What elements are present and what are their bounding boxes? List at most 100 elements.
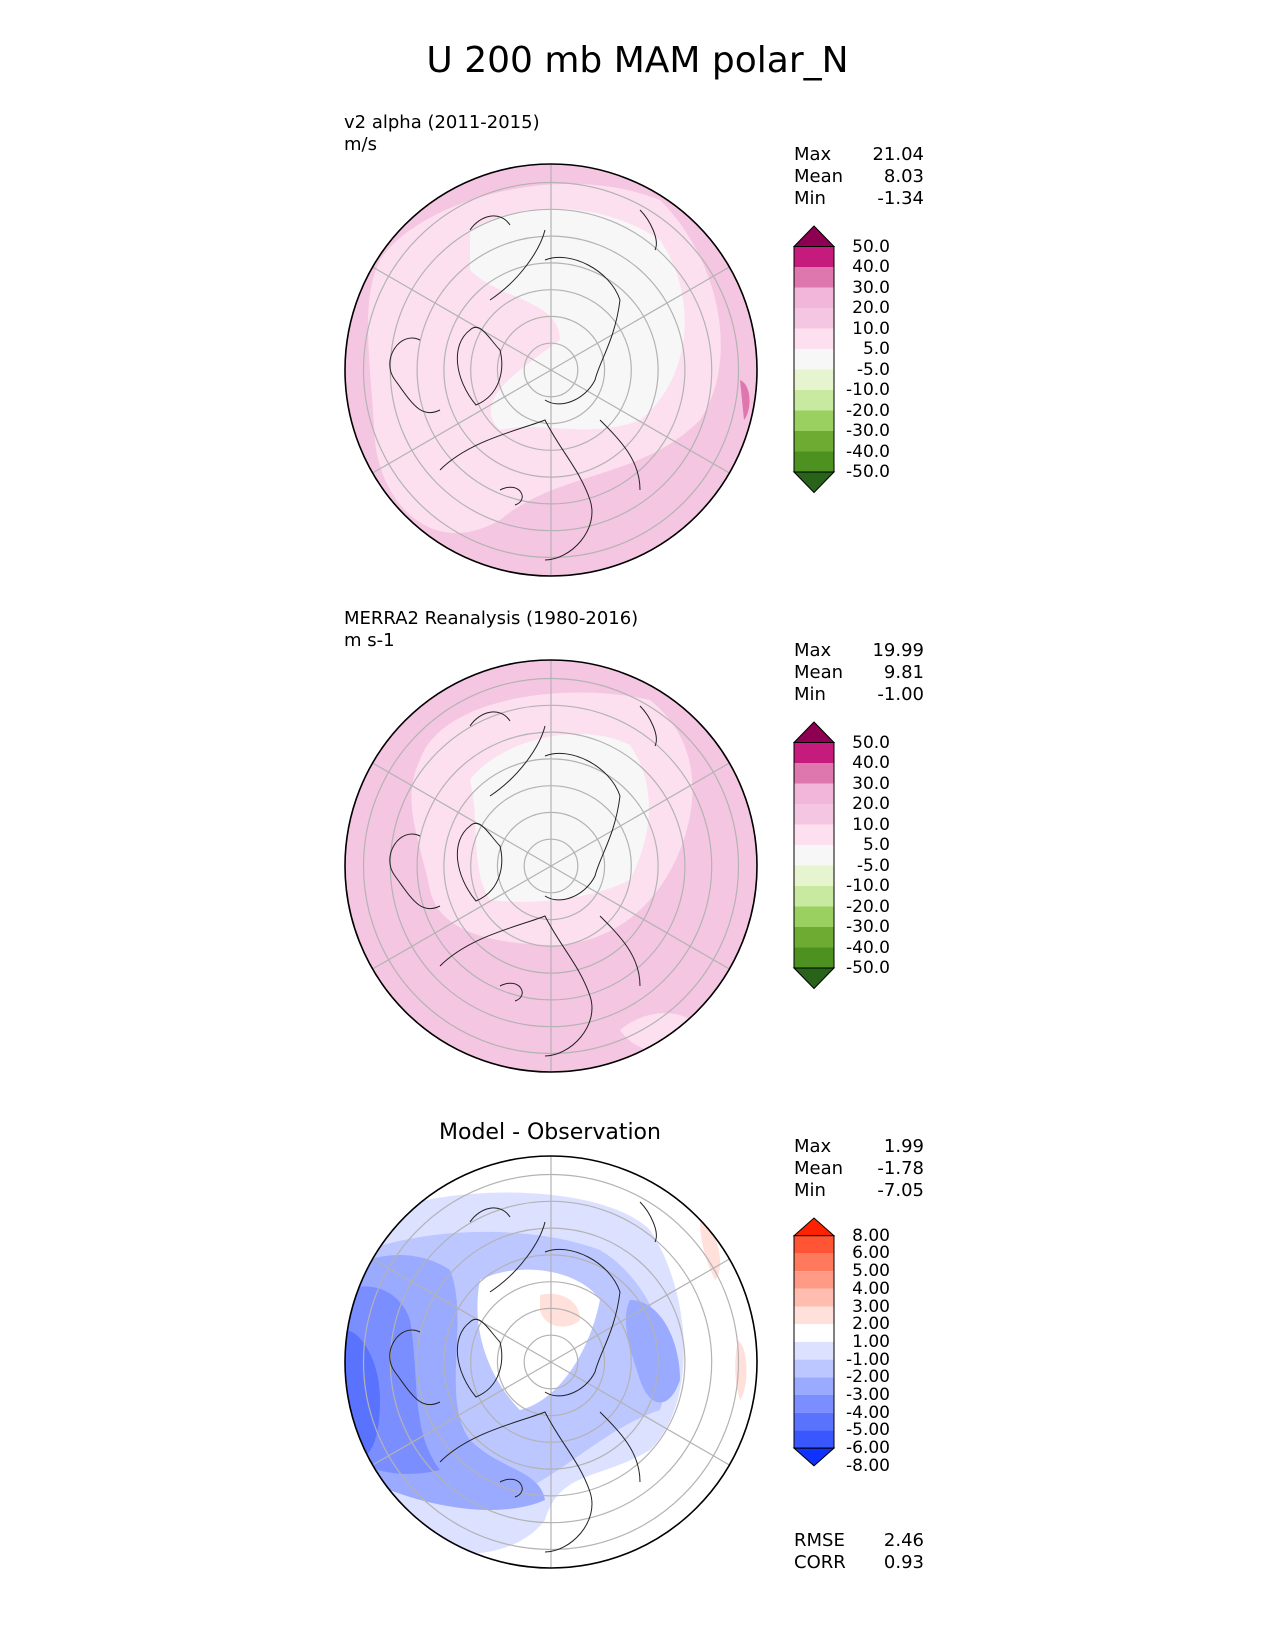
coastline [599,915,641,987]
colorbar-tick-label: -3.00 [846,1385,890,1405]
coastline [544,752,621,901]
coastline [639,705,657,747]
panel3-title: Model - Observation [439,1120,661,1145]
max-label: Max [794,1136,832,1157]
colorbar-tick-label: -6.00 [846,1438,890,1459]
colorbar-extend-bottom [792,1447,836,1467]
colorbar-tick-label: 50.0 [852,732,890,753]
colorbar-tick-label: 40.0 [852,257,890,277]
panel3-max: 1.99 [883,1136,924,1157]
colorbar-segment [794,349,834,370]
colorbar-segment [794,1324,834,1342]
colorbar-tick-label: -30.0 [846,917,890,937]
coastline [389,1329,441,1406]
colorbar-tick-label: -4.00 [846,1402,890,1423]
colorbar-segment [794,1359,834,1378]
panel3-metrics: RMSE 2.46 CORR 0.93 [794,1530,924,1574]
colorbar-tick-label: 30.0 [852,773,890,794]
panel1-grid [344,163,758,577]
colorbar-tick-label: 20.0 [852,298,890,318]
panel2-colorbar [792,721,836,990]
panel3-min: -7.05 [877,1180,924,1201]
coastline [489,725,546,797]
colorbar-tick-label: -30.0 [846,421,890,441]
min-label: Min [794,684,826,705]
coastline [599,1411,641,1483]
min-label: Min [794,188,826,209]
coastline-group [389,209,657,561]
colorbar-tick-label: -20.0 [846,400,890,421]
colorbar-segment [794,1253,834,1272]
colorbar-tick-label: 4.00 [852,1278,890,1299]
colorbar-segment [794,1235,834,1254]
panel1-units: m/s [344,134,377,155]
colorbar-segment [794,1288,834,1307]
coastline [469,215,511,231]
colorbar-extend-bottom [792,471,836,494]
panel2-mean: 9.81 [883,662,924,683]
panel1-mean: 8.03 [883,166,924,187]
coastline [469,711,511,727]
panel1-max: 21.04 [872,144,924,165]
colorbar-segment [794,763,834,784]
meridian-line [372,865,552,970]
colorbar-segment [794,451,834,472]
coastline [499,486,523,506]
corr-label: CORR [794,1552,846,1573]
panel2-grid [344,659,758,1073]
coastline [456,1319,503,1398]
panel2-units: m s-1 [344,630,395,651]
coastline [389,833,441,910]
colorbar-segment [794,246,834,267]
field-1-2-b [700,1220,720,1280]
colorbar-segment [794,1395,834,1413]
colorbar-segment [794,845,834,866]
coastline [639,209,657,251]
coastline-group [389,1201,657,1553]
coastline [456,823,503,902]
mean-label: Mean [794,662,844,683]
meridian-line [372,762,552,867]
panel2-min: -1.00 [877,684,924,705]
min-label: Min [794,1180,826,1201]
colorbar-extend-top [792,1217,836,1237]
field-1-2 [540,1293,580,1327]
colorbar-segment [794,308,834,329]
colorbar-frame [793,1235,835,1449]
colorbar-segment [794,390,834,411]
coastline [489,1221,546,1293]
coastline [469,1207,511,1223]
panel3-corr: 0.93 [883,1552,924,1573]
coastline [544,256,621,405]
colorbar-tick-label: 1.00 [852,1331,890,1352]
colorbar-tick-label: 20.0 [852,794,890,814]
meridian-line [550,762,730,867]
meridian-line [550,865,730,970]
colorbar-segment [794,1377,834,1395]
colorbar-segment [794,1341,834,1360]
colorbar-extend-top [792,721,836,743]
meridian-line [550,369,730,474]
colorbar-tick-label: -10.0 [846,380,890,400]
colorbar-segment [794,1271,834,1289]
colorbar-tick-label: 10.0 [852,814,890,835]
mean-label: Mean [794,1158,844,1179]
colorbar-segment [794,1412,834,1431]
colorbar-frame [793,246,835,473]
panel3-mean: -1.78 [877,1158,924,1179]
colorbar-tick-label: -2.00 [846,1367,890,1388]
panel3-rmse: 2.46 [883,1530,924,1551]
max-label: Max [794,640,832,661]
meridian-line [550,1258,730,1363]
field-20-30 [740,380,750,420]
colorbar-tick-label: 10.0 [852,318,890,339]
panel1-stats: Max 21.04 Mean 8.03 Min -1.34 [794,144,924,210]
colorbar-segment [794,947,834,968]
panel1-colorbar [792,225,836,494]
panel3-colorbar [792,1217,836,1467]
colorbar-segment [794,886,834,907]
panel2-label: MERRA2 Reanalysis (1980-2016) [344,608,639,629]
coastline-group [389,705,657,1057]
meridian-line [372,266,552,371]
